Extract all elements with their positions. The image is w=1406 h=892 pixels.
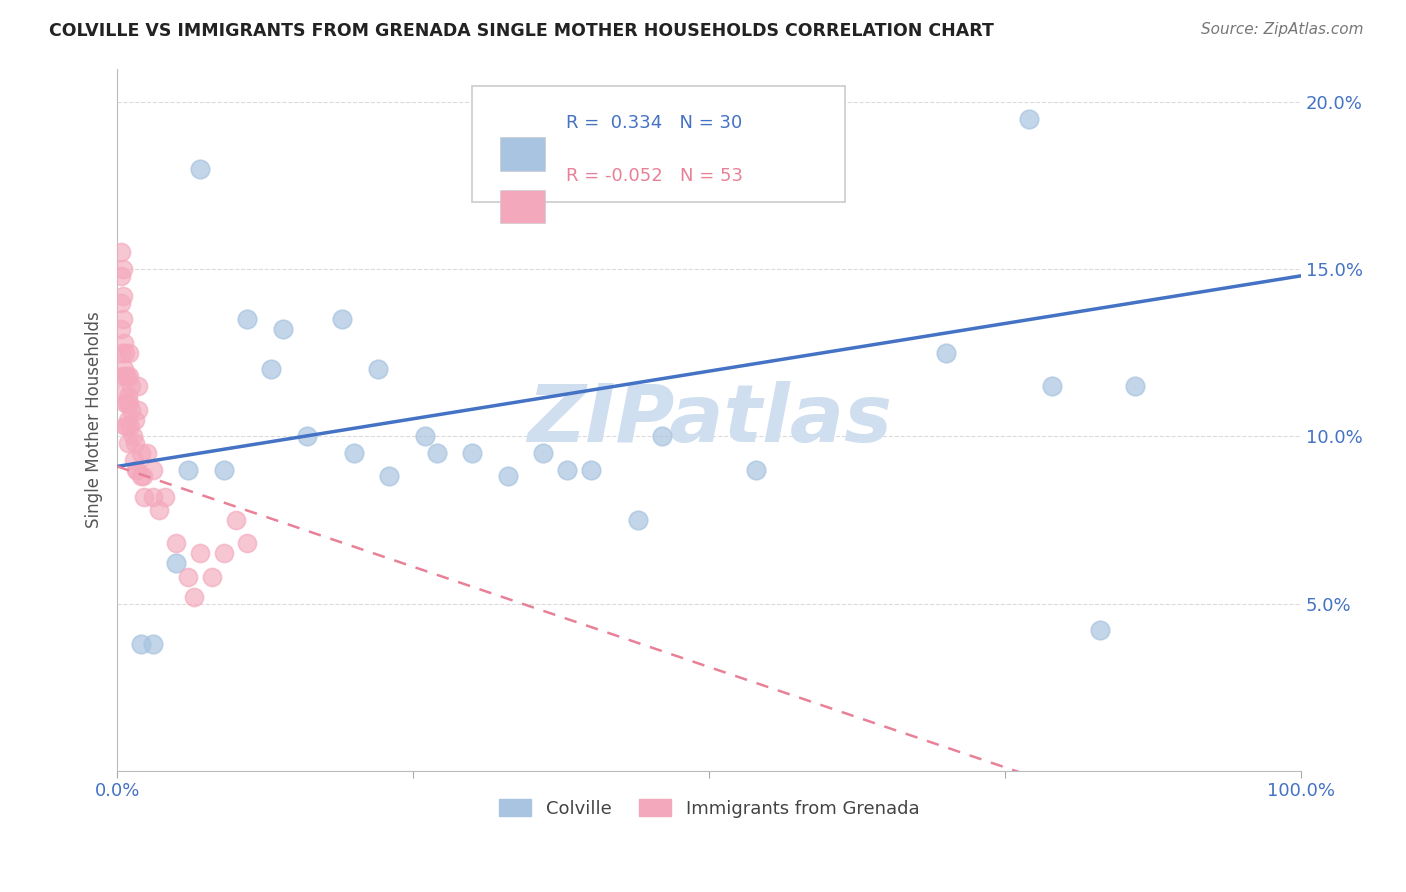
FancyBboxPatch shape: [499, 189, 544, 223]
Point: [212, 463, 235, 477]
Point: [112, 362, 135, 376]
Point: [128, 379, 150, 393]
Point: [413, 429, 436, 443]
Point: [745, 463, 768, 477]
Point: [120, 402, 142, 417]
Point: [697, 178, 720, 193]
Point: [114, 369, 136, 384]
Point: [142, 463, 165, 477]
Point: [115, 396, 138, 410]
Point: [295, 429, 318, 443]
Point: [651, 429, 673, 443]
Point: [142, 490, 165, 504]
Point: [117, 389, 139, 403]
Point: [1088, 624, 1111, 638]
Text: Source: ZipAtlas.com: Source: ZipAtlas.com: [1201, 22, 1364, 37]
Point: [121, 429, 143, 443]
Point: [132, 469, 155, 483]
Point: [260, 362, 283, 376]
Point: [125, 463, 148, 477]
Point: [330, 312, 353, 326]
Point: [1018, 112, 1040, 126]
Point: [128, 402, 150, 417]
Point: [461, 446, 484, 460]
Point: [201, 570, 224, 584]
Point: [212, 546, 235, 560]
Point: [426, 446, 449, 460]
Point: [935, 345, 957, 359]
Point: [117, 436, 139, 450]
Point: [112, 262, 135, 277]
Point: [115, 369, 138, 384]
Point: [531, 446, 554, 460]
Point: [118, 396, 141, 410]
Point: [117, 412, 139, 426]
Point: [111, 369, 134, 384]
Point: [112, 385, 135, 400]
Point: [627, 513, 650, 527]
Point: [112, 335, 135, 350]
Point: [110, 322, 132, 336]
Point: [112, 312, 135, 326]
Text: R =  0.334   N = 30: R = 0.334 N = 30: [565, 114, 742, 132]
Point: [115, 419, 138, 434]
Point: [183, 590, 205, 604]
Point: [127, 463, 149, 477]
FancyBboxPatch shape: [499, 137, 544, 171]
Point: [120, 419, 142, 434]
Point: [114, 345, 136, 359]
Point: [134, 490, 156, 504]
Point: [1123, 379, 1146, 393]
Point: [118, 345, 141, 359]
Text: R = -0.052   N = 53: R = -0.052 N = 53: [565, 167, 742, 185]
Point: [1042, 379, 1064, 393]
Point: [135, 446, 157, 460]
Point: [112, 289, 135, 303]
Point: [120, 379, 142, 393]
Point: [129, 469, 152, 483]
Point: [177, 463, 200, 477]
Point: [188, 546, 211, 560]
Point: [129, 637, 152, 651]
Point: [111, 345, 134, 359]
Point: [271, 322, 294, 336]
Point: [188, 161, 211, 176]
Point: [110, 245, 132, 260]
Point: [148, 503, 170, 517]
Point: [122, 452, 145, 467]
Point: [165, 557, 187, 571]
Point: [236, 536, 259, 550]
Point: [496, 469, 519, 483]
Point: [367, 362, 389, 376]
Point: [236, 312, 259, 326]
Point: [110, 295, 132, 310]
Point: [225, 513, 247, 527]
Point: [110, 268, 132, 283]
Point: [124, 412, 146, 426]
Point: [118, 369, 141, 384]
Point: [378, 469, 401, 483]
Point: [153, 490, 176, 504]
Point: [177, 570, 200, 584]
FancyBboxPatch shape: [472, 86, 845, 202]
Point: [343, 446, 366, 460]
Text: ZIPatlas: ZIPatlas: [527, 381, 891, 458]
Point: [555, 463, 578, 477]
Point: [129, 446, 152, 460]
Text: COLVILLE VS IMMIGRANTS FROM GRENADA SINGLE MOTHER HOUSEHOLDS CORRELATION CHART: COLVILLE VS IMMIGRANTS FROM GRENADA SING…: [49, 22, 994, 40]
Legend: Colville, Immigrants from Grenada: Colville, Immigrants from Grenada: [492, 792, 927, 825]
Point: [114, 396, 136, 410]
Point: [124, 436, 146, 450]
Point: [114, 419, 136, 434]
Point: [165, 536, 187, 550]
Y-axis label: Single Mother Households: Single Mother Households: [86, 311, 103, 528]
Point: [142, 637, 165, 651]
Point: [579, 463, 602, 477]
